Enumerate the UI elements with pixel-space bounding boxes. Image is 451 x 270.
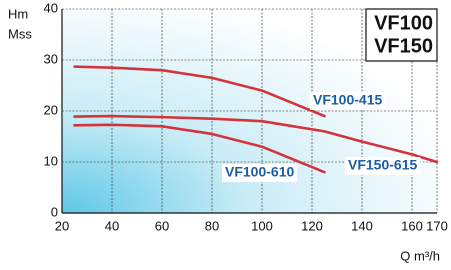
x-tick-label: 80 <box>205 218 219 233</box>
chart-title: VF150 <box>374 35 433 57</box>
x-tick-label: 60 <box>155 218 169 233</box>
x-axis-label: Q m³/h <box>400 248 440 263</box>
chart: Hm Mss Q m³/h 20 40 60 80 100 120 140 160170 0 10… <box>0 0 451 270</box>
series-label: VF100-610 <box>225 164 294 180</box>
x-tick-label: 170 <box>426 218 448 233</box>
x-tick-label: 120 <box>301 218 323 233</box>
x-tick-label: 20 <box>55 218 69 233</box>
chart-title: VF100 <box>374 12 433 34</box>
y-tick-label: 0 <box>51 204 58 219</box>
x-tick-label: 100 <box>251 218 273 233</box>
x-tick-label: 140 <box>351 218 373 233</box>
y-axis-label: Hm <box>8 6 28 21</box>
y-axis-label: Mss <box>8 26 32 41</box>
x-tick-label: 160 <box>401 218 423 233</box>
y-tick-label: 10 <box>44 153 58 168</box>
y-tick-label: 40 <box>44 0 58 15</box>
series-label: VF100-415 <box>313 92 382 108</box>
y-tick-label: 30 <box>44 51 58 66</box>
series-label: VF150-615 <box>348 157 417 173</box>
x-tick-label: 40 <box>105 218 119 233</box>
y-tick-label: 20 <box>44 102 58 117</box>
